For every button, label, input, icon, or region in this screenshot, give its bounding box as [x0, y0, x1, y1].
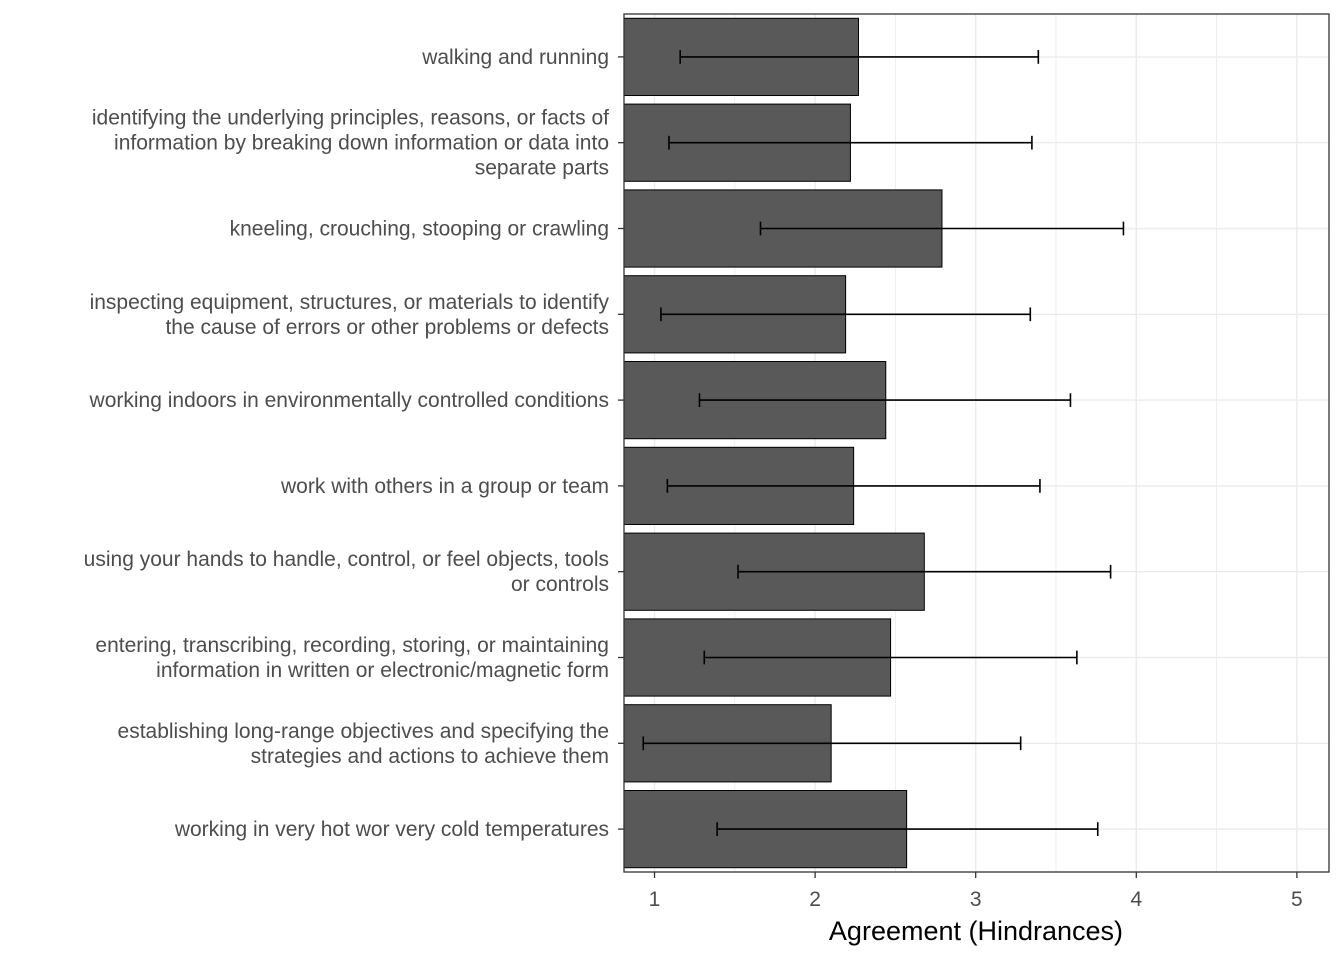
y-category-label: inspecting equipment, structures, or mat…: [90, 291, 610, 314]
plot-panel-border: [623, 13, 1330, 873]
y-category-label: kneeling, crouching, stooping or crawlin…: [230, 218, 609, 241]
y-category-label: or controls: [511, 573, 609, 596]
y-category-label: strategies and actions to achieve them: [251, 745, 609, 768]
y-category-label: working in very hot wor very cold temper…: [174, 818, 609, 841]
x-tick-label: 1: [649, 888, 661, 911]
y-category-label: establishing long-range objectives and s…: [118, 720, 609, 743]
y-category-label: walking and running: [421, 46, 609, 69]
x-axis-ticks: 1 2 3 4 5: [649, 872, 1303, 911]
y-category-label: identifying the underlying principles, r…: [92, 107, 609, 130]
y-category-label: entering, transcribing, recording, stori…: [95, 634, 609, 657]
y-category-label: information by breaking down information…: [114, 132, 609, 155]
x-tick-label: 4: [1130, 888, 1142, 911]
x-tick-label: 3: [970, 888, 982, 911]
x-axis-title: Agreement (Hindrances): [829, 916, 1123, 946]
x-tick-label: 5: [1291, 888, 1303, 911]
y-category-label: information in written or electronic/mag…: [156, 659, 609, 682]
y-category-label: separate parts: [475, 157, 609, 180]
y-category-label: the cause of errors or other problems or…: [165, 316, 609, 339]
y-axis-ticks: [618, 56, 624, 830]
error-bars: [642, 50, 1125, 836]
y-category-label: work with others in a group or team: [280, 475, 609, 498]
x-tick-label: 2: [809, 888, 821, 911]
y-axis-category-labels: walking and running identifying the under…: [84, 46, 610, 841]
y-category-label: working indoors in environmentally contr…: [89, 389, 609, 412]
y-category-label: using your hands to handle, control, or …: [84, 548, 609, 571]
